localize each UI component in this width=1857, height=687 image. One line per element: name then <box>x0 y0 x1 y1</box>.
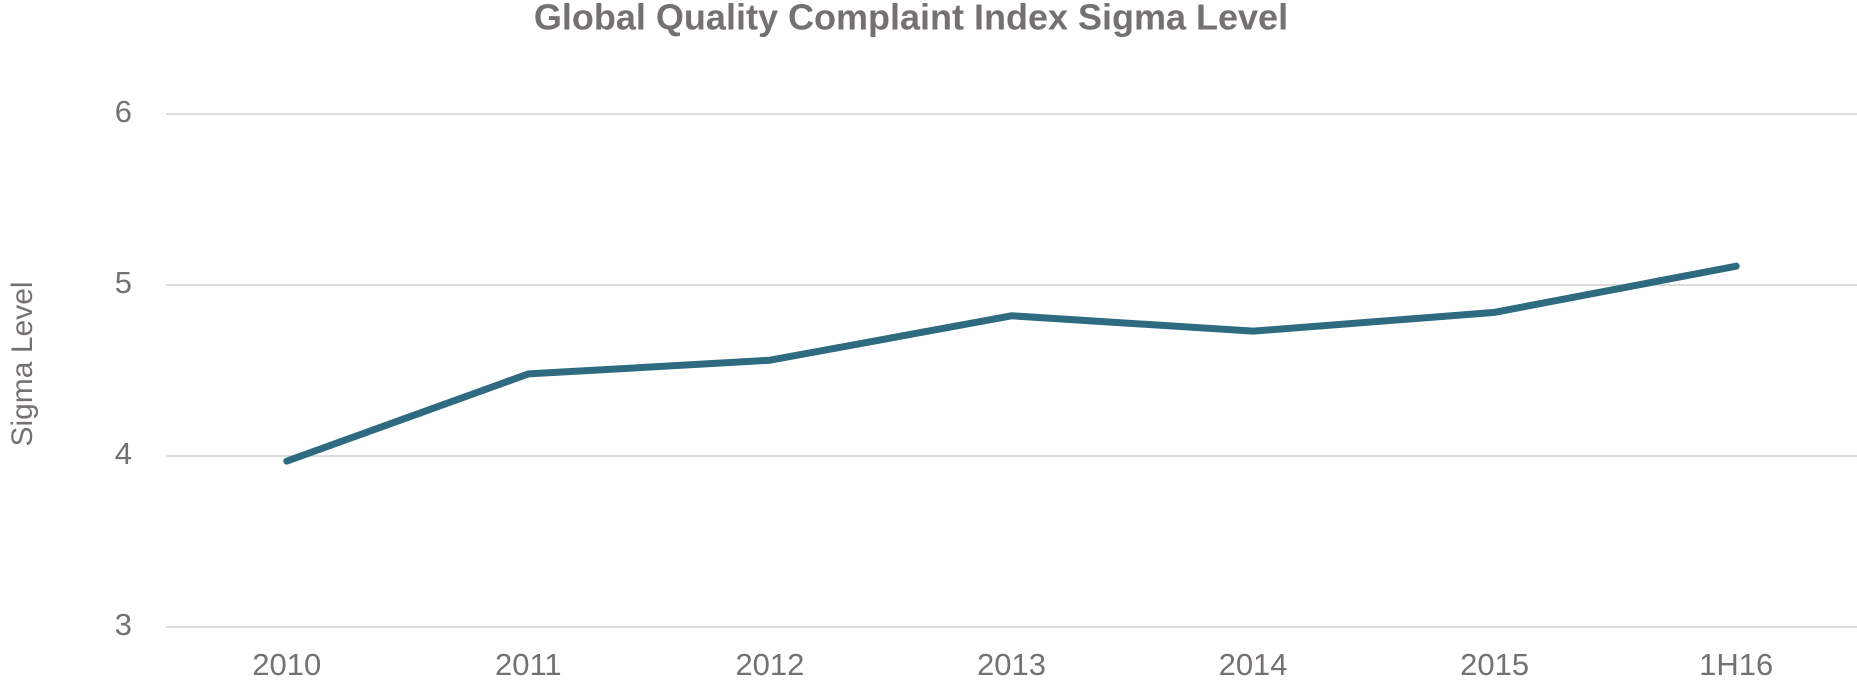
y-tick-label: 6 <box>115 94 132 129</box>
x-tick-label: 2010 <box>252 647 321 682</box>
x-tick-label: 2011 <box>495 647 562 682</box>
y-axis-label: Sigma Level <box>6 281 39 446</box>
line-series <box>283 262 1740 465</box>
x-tick-label: 2015 <box>1460 647 1529 682</box>
y-tick-label: 3 <box>115 607 132 642</box>
x-tick-label: 2013 <box>977 647 1046 682</box>
y-tick-label: 5 <box>115 265 132 300</box>
chart-title: Global Quality Complaint Index Sigma Lev… <box>534 0 1288 38</box>
x-tick-label: 1H16 <box>1699 647 1773 682</box>
y-tick-label: 4 <box>115 436 132 471</box>
x-tick-label: 2014 <box>1219 647 1288 682</box>
x-tick-label: 2012 <box>735 647 804 682</box>
